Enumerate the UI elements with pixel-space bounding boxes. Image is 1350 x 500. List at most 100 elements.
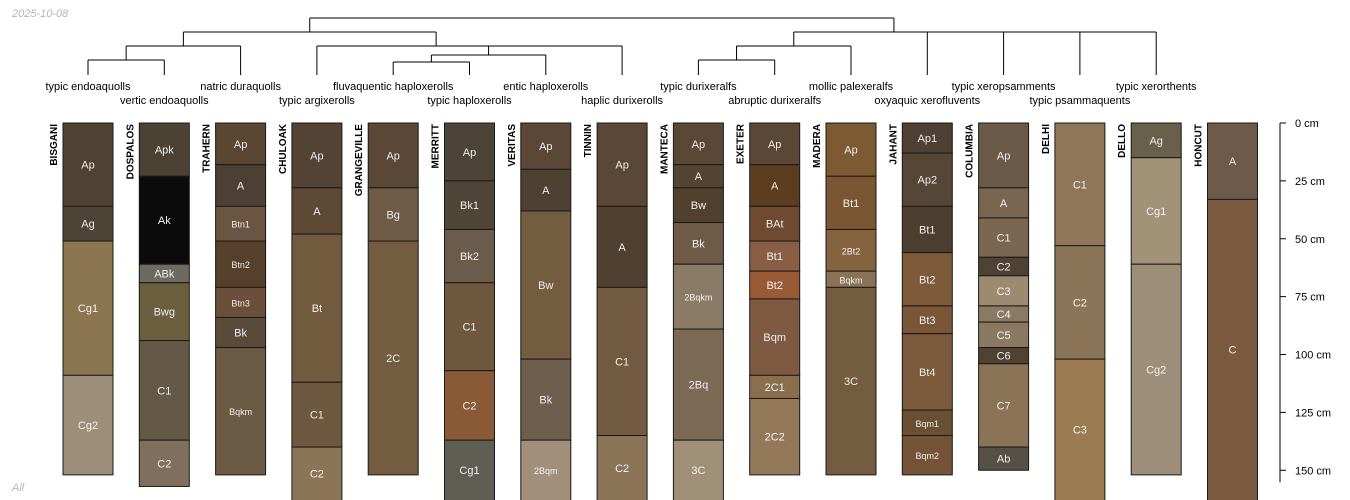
profile-name: HONCUT	[1194, 124, 1205, 167]
horizon-label: C4	[997, 309, 1011, 321]
horizon-label: Ab	[997, 454, 1010, 466]
horizon-label: Bk2	[460, 251, 479, 263]
horizon-label: 3C	[844, 376, 858, 388]
horizon-label: Bt1	[843, 198, 860, 210]
profile-name: GRANGEVILLE	[354, 124, 365, 197]
taxonomy-label: natric duraquolls	[200, 81, 281, 93]
horizon-madera-0	[825, 122, 877, 177]
depth-tick-label: 0 cm	[1295, 118, 1319, 130]
horizon-columbia-0	[978, 122, 1030, 189]
horizon-grangeville-1	[367, 187, 419, 242]
depth-tick-label: 100 cm	[1295, 350, 1331, 362]
horizon-label: Ap	[310, 150, 323, 162]
horizon-trahern-6	[215, 347, 267, 476]
horizon-label: 2C1	[765, 382, 785, 394]
profile-columbia: Ap A C1 C2 C3 C4 C5 C6 C7 Ab COLUMBIA	[965, 122, 1030, 471]
horizon-manteca-6	[672, 439, 724, 500]
profile-name: TRAHERN	[202, 124, 213, 173]
profile-name: VERITAS	[507, 124, 518, 167]
horizon-honcut-1	[1207, 198, 1258, 500]
horizon-label: Bqkm	[229, 407, 252, 417]
horizon-label: 2Bqm	[534, 466, 558, 476]
taxonomy-label: typic psammaquents	[1029, 95, 1130, 107]
horizon-manteca-0	[672, 122, 724, 166]
horizon-merritt-1	[444, 180, 495, 230]
horizon-trahern-5	[215, 316, 267, 349]
depth-tick-label: 125 cm	[1295, 407, 1331, 419]
taxonomy-label: typic argixerolls	[279, 95, 355, 107]
horizon-merritt-2	[444, 228, 495, 284]
profile-name: DELLO	[1117, 124, 1128, 158]
taxonomy-label: typic xerorthents	[1116, 81, 1197, 93]
taxonomy-label: mollic palexeralfs	[809, 81, 894, 93]
profile-name: MERRITT	[431, 124, 442, 168]
horizon-dospalos-0	[138, 122, 190, 177]
horizon-label: Cg1	[1146, 206, 1166, 218]
horizon-label: Bw	[691, 200, 706, 212]
horizon-exeter-7	[749, 397, 801, 476]
horizon-label: Bt3	[919, 315, 936, 327]
profile-name: EXETER	[736, 123, 747, 164]
footer-label: All	[12, 482, 25, 494]
horizon-trahern-2	[215, 205, 267, 242]
horizon-honcut-0	[1207, 122, 1258, 200]
horizon-label: A	[1000, 198, 1008, 210]
horizon-label: C3	[1073, 425, 1087, 437]
horizon-label: 2C2	[765, 432, 785, 444]
horizon-label: Bt	[312, 303, 322, 315]
horizon-label: Ap2	[918, 175, 938, 187]
horizon-veritas-0	[520, 122, 572, 170]
profile-grangeville: Ap Bg 2C GRANGEVILLE	[354, 122, 419, 476]
horizon-label: Bqm1	[916, 419, 940, 429]
horizon-label: Bw	[538, 280, 553, 292]
horizon-label: C2	[462, 400, 476, 412]
horizon-label: Bt1	[766, 251, 783, 263]
horizon-label: Ag	[1149, 135, 1162, 147]
horizon-label: Ap	[539, 141, 552, 153]
horizon-exeter-5	[749, 298, 801, 376]
profile-honcut: A C HONCUT	[1194, 122, 1258, 500]
horizon-label: C5	[997, 330, 1011, 342]
taxonomy-label: haplic durixerolls	[581, 95, 663, 107]
horizon-manteca-4	[672, 263, 724, 330]
horizon-tinnin-3	[596, 435, 648, 500]
horizon-columbia-8	[978, 363, 1030, 448]
taxonomy-label: fluvaquentic haploxerolls	[333, 81, 454, 93]
taxonomy-label: oxyaquic xerofluvents	[874, 95, 980, 107]
horizon-label: C1	[310, 410, 324, 422]
horizon-manteca-2	[672, 187, 724, 224]
profile-name: JAHANT	[888, 124, 899, 165]
profile-name: BISGANI	[49, 124, 60, 166]
profile-name: CHULOAK	[278, 123, 289, 174]
taxonomy-labels: typic endoaquolls vertic endoaquolls natri…	[45, 81, 1197, 107]
horizon-bisgani-2	[62, 240, 114, 376]
horizon-label: C7	[997, 400, 1011, 412]
horizon-dello-2	[1130, 263, 1182, 476]
horizon-delhi-2	[1054, 358, 1106, 500]
horizon-exeter-2	[749, 205, 801, 242]
horizon-grangeville-2	[367, 240, 419, 476]
horizon-veritas-2	[520, 210, 572, 360]
horizon-label: Bqm2	[916, 451, 940, 461]
horizon-trahern-1	[215, 164, 267, 207]
horizon-merritt-3	[444, 282, 495, 372]
depth-axis: 0 cm 25 cm 50 cm 75 cm 100 cm 125 cm 150 cm	[1279, 118, 1331, 483]
horizon-label: Bk	[692, 238, 705, 250]
horizon-trahern-4	[215, 286, 267, 318]
horizon-label: C1	[157, 385, 171, 397]
horizon-label: C2	[157, 458, 171, 470]
horizon-grangeville-0	[367, 122, 419, 189]
horizon-label: Cg1	[459, 465, 479, 477]
horizon-label: Bwg	[154, 307, 175, 319]
profile-delhi: C1 C2 C3 DELHI	[1041, 122, 1106, 500]
horizon-label: C2	[997, 262, 1011, 274]
horizon-chuloak-1	[291, 187, 343, 235]
horizon-label: Ap	[386, 150, 399, 162]
depth-tick-label: 150 cm	[1295, 465, 1331, 477]
horizon-label: Ap	[81, 160, 94, 172]
horizon-label: A	[313, 206, 321, 218]
horizon-label: C2	[310, 469, 324, 481]
horizon-bisgani-3	[62, 374, 114, 476]
profile-bisgani: Ap Ag Cg1 Cg2 BISGANI	[49, 122, 114, 476]
